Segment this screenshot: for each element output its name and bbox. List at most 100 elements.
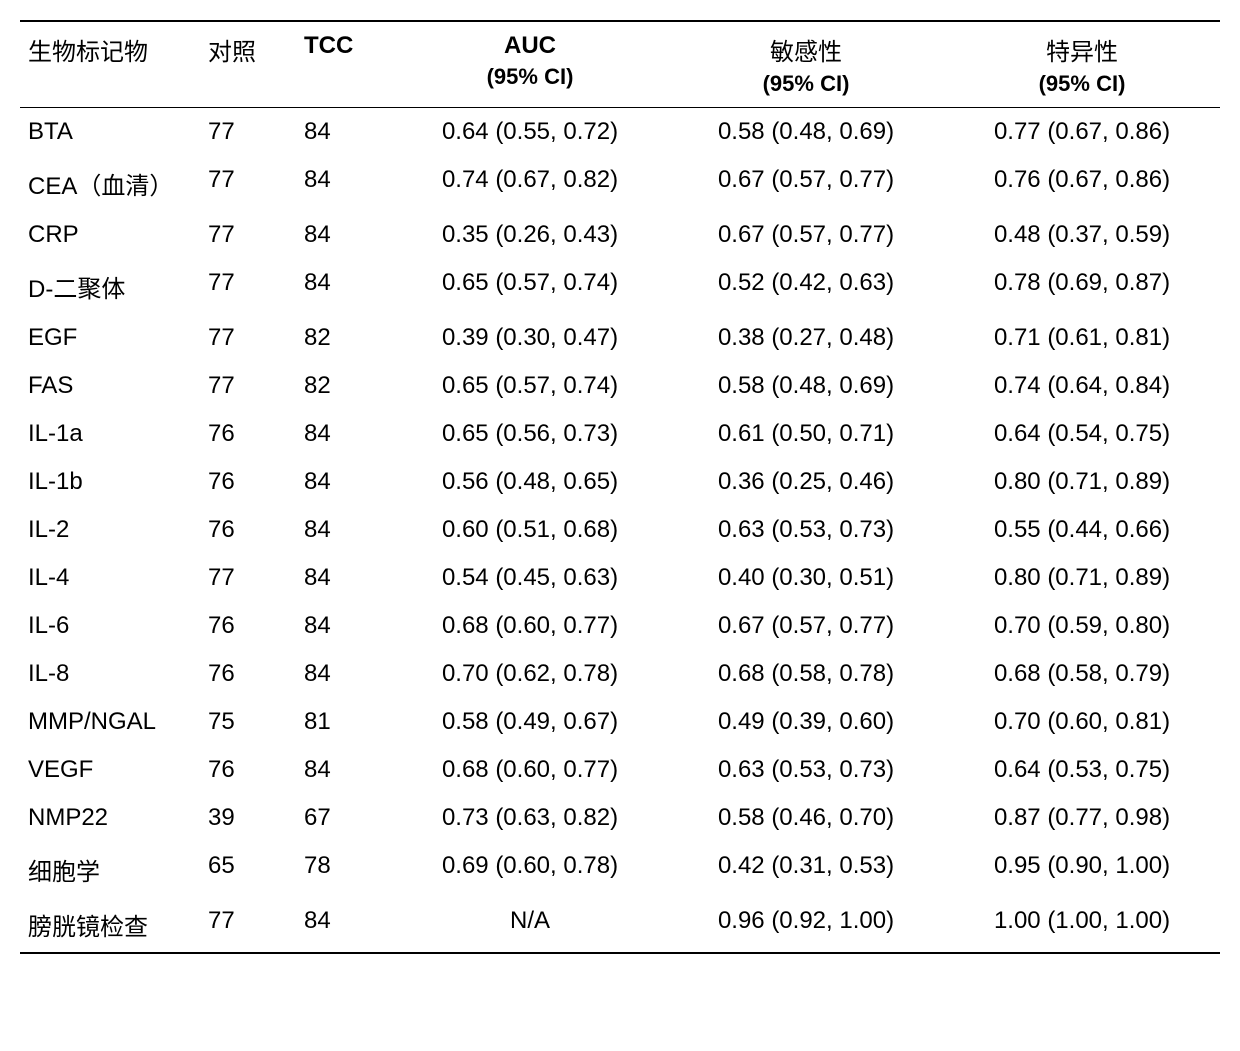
cell-auc: 0.68 (0.60, 0.77) [392, 746, 668, 794]
cell-sens: 0.67 (0.57, 0.77) [668, 602, 944, 650]
header-biomarker: 生物标记物 [20, 21, 200, 108]
cell-tcc: 84 [296, 410, 392, 458]
cell-auc: 0.64 (0.55, 0.72) [392, 108, 668, 157]
cell-tcc: 82 [296, 362, 392, 410]
table-row: FAS77820.65 (0.57, 0.74)0.58 (0.48, 0.69… [20, 362, 1220, 410]
cell-spec: 0.70 (0.59, 0.80) [944, 602, 1220, 650]
cell-sens: 0.96 (0.92, 1.00) [668, 897, 944, 953]
cell-control: 39 [200, 794, 296, 842]
cell-biomarker: 细胞学 [20, 842, 200, 897]
cell-control: 76 [200, 506, 296, 554]
table-row: EGF77820.39 (0.30, 0.47)0.38 (0.27, 0.48… [20, 314, 1220, 362]
cell-sens: 0.40 (0.30, 0.51) [668, 554, 944, 602]
biomarker-table: 生物标记物 对照 TCC AUC (95% CI) 敏感性 (95% CI) 特… [20, 20, 1220, 954]
cell-biomarker: EGF [20, 314, 200, 362]
cell-auc: 0.58 (0.49, 0.67) [392, 698, 668, 746]
cell-auc: 0.54 (0.45, 0.63) [392, 554, 668, 602]
cell-control: 76 [200, 602, 296, 650]
cell-control: 76 [200, 458, 296, 506]
table-row: BTA77840.64 (0.55, 0.72)0.58 (0.48, 0.69… [20, 108, 1220, 157]
header-tcc: TCC [296, 21, 392, 108]
cell-spec: 0.48 (0.37, 0.59) [944, 211, 1220, 259]
cell-sens: 0.58 (0.48, 0.69) [668, 108, 944, 157]
cell-tcc: 81 [296, 698, 392, 746]
cell-auc: 0.73 (0.63, 0.82) [392, 794, 668, 842]
table-row: VEGF76840.68 (0.60, 0.77)0.63 (0.53, 0.7… [20, 746, 1220, 794]
cell-biomarker: BTA [20, 108, 200, 157]
cell-sens: 0.68 (0.58, 0.78) [668, 650, 944, 698]
cell-auc: 0.74 (0.67, 0.82) [392, 156, 668, 211]
cell-biomarker: VEGF [20, 746, 200, 794]
cell-biomarker: 膀胱镜检查 [20, 897, 200, 953]
cell-control: 76 [200, 650, 296, 698]
cell-control: 76 [200, 746, 296, 794]
cell-control: 77 [200, 108, 296, 157]
cell-biomarker: D-二聚体 [20, 259, 200, 314]
cell-sens: 0.63 (0.53, 0.73) [668, 506, 944, 554]
cell-auc: 0.65 (0.57, 0.74) [392, 362, 668, 410]
table-row: IL-876840.70 (0.62, 0.78)0.68 (0.58, 0.7… [20, 650, 1220, 698]
cell-biomarker: IL-4 [20, 554, 200, 602]
cell-sens: 0.38 (0.27, 0.48) [668, 314, 944, 362]
table-row: MMP/NGAL75810.58 (0.49, 0.67)0.49 (0.39,… [20, 698, 1220, 746]
header-specificity: 特异性 (95% CI) [944, 21, 1220, 108]
cell-spec: 0.70 (0.60, 0.81) [944, 698, 1220, 746]
cell-spec: 0.78 (0.69, 0.87) [944, 259, 1220, 314]
table-row: IL-676840.68 (0.60, 0.77)0.67 (0.57, 0.7… [20, 602, 1220, 650]
table-header: 生物标记物 对照 TCC AUC (95% CI) 敏感性 (95% CI) 特… [20, 21, 1220, 108]
cell-auc: 0.68 (0.60, 0.77) [392, 602, 668, 650]
cell-sens: 0.58 (0.48, 0.69) [668, 362, 944, 410]
cell-biomarker: CRP [20, 211, 200, 259]
cell-sens: 0.42 (0.31, 0.53) [668, 842, 944, 897]
cell-control: 77 [200, 362, 296, 410]
table-row: IL-276840.60 (0.51, 0.68)0.63 (0.53, 0.7… [20, 506, 1220, 554]
cell-biomarker: IL-6 [20, 602, 200, 650]
cell-spec: 0.95 (0.90, 1.00) [944, 842, 1220, 897]
header-sensitivity: 敏感性 (95% CI) [668, 21, 944, 108]
cell-spec: 0.74 (0.64, 0.84) [944, 362, 1220, 410]
table-row: IL-1a76840.65 (0.56, 0.73)0.61 (0.50, 0.… [20, 410, 1220, 458]
cell-sens: 0.63 (0.53, 0.73) [668, 746, 944, 794]
table-body: BTA77840.64 (0.55, 0.72)0.58 (0.48, 0.69… [20, 108, 1220, 954]
cell-spec: 0.76 (0.67, 0.86) [944, 156, 1220, 211]
cell-biomarker: IL-1b [20, 458, 200, 506]
cell-control: 76 [200, 410, 296, 458]
cell-auc: 0.65 (0.57, 0.74) [392, 259, 668, 314]
cell-sens: 0.36 (0.25, 0.46) [668, 458, 944, 506]
cell-control: 77 [200, 156, 296, 211]
cell-spec: 0.64 (0.53, 0.75) [944, 746, 1220, 794]
cell-biomarker: MMP/NGAL [20, 698, 200, 746]
cell-tcc: 84 [296, 602, 392, 650]
cell-spec: 0.71 (0.61, 0.81) [944, 314, 1220, 362]
cell-tcc: 78 [296, 842, 392, 897]
cell-sens: 0.49 (0.39, 0.60) [668, 698, 944, 746]
cell-spec: 1.00 (1.00, 1.00) [944, 897, 1220, 953]
table-row: 膀胱镜检查7784N/A0.96 (0.92, 1.00)1.00 (1.00,… [20, 897, 1220, 953]
cell-biomarker: IL-1a [20, 410, 200, 458]
cell-biomarker: IL-2 [20, 506, 200, 554]
table-row: D-二聚体77840.65 (0.57, 0.74)0.52 (0.42, 0.… [20, 259, 1220, 314]
cell-auc: 0.69 (0.60, 0.78) [392, 842, 668, 897]
table-row: CRP77840.35 (0.26, 0.43)0.67 (0.57, 0.77… [20, 211, 1220, 259]
cell-control: 75 [200, 698, 296, 746]
cell-spec: 0.68 (0.58, 0.79) [944, 650, 1220, 698]
cell-sens: 0.67 (0.57, 0.77) [668, 156, 944, 211]
cell-biomarker: NMP22 [20, 794, 200, 842]
cell-auc: 0.70 (0.62, 0.78) [392, 650, 668, 698]
table-row: CEA（血清）77840.74 (0.67, 0.82)0.67 (0.57, … [20, 156, 1220, 211]
cell-sens: 0.58 (0.46, 0.70) [668, 794, 944, 842]
cell-sens: 0.61 (0.50, 0.71) [668, 410, 944, 458]
table-row: 细胞学65780.69 (0.60, 0.78)0.42 (0.31, 0.53… [20, 842, 1220, 897]
cell-auc: 0.39 (0.30, 0.47) [392, 314, 668, 362]
cell-tcc: 84 [296, 897, 392, 953]
header-auc: AUC (95% CI) [392, 21, 668, 108]
header-control: 对照 [200, 21, 296, 108]
cell-tcc: 84 [296, 458, 392, 506]
cell-biomarker: CEA（血清） [20, 156, 200, 211]
cell-auc: 0.56 (0.48, 0.65) [392, 458, 668, 506]
cell-tcc: 84 [296, 108, 392, 157]
cell-control: 65 [200, 842, 296, 897]
cell-control: 77 [200, 211, 296, 259]
cell-biomarker: FAS [20, 362, 200, 410]
cell-tcc: 82 [296, 314, 392, 362]
